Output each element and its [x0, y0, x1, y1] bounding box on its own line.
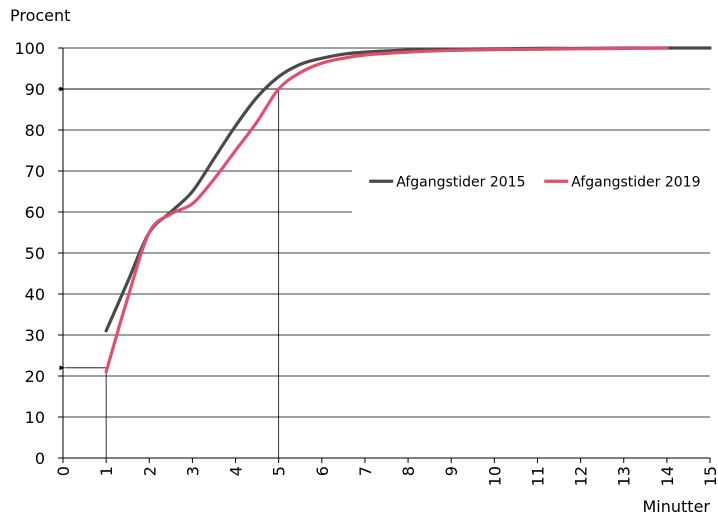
x-tick-label: 10	[485, 466, 504, 486]
x-tick-label: 4	[227, 466, 246, 476]
y-tick-label: 100	[14, 39, 45, 58]
x-tick-label: 1	[97, 466, 116, 476]
y-tick-label: 10	[25, 408, 45, 427]
legend-label-1: Afgangstider 2015	[396, 174, 525, 190]
x-tick-label: 13	[615, 466, 634, 486]
y-tick-label: 20	[25, 367, 45, 386]
x-tick-label: 3	[183, 466, 202, 476]
x-tick-label: 5	[270, 466, 289, 476]
series-line-2	[104, 46, 669, 374]
y-tick-label: 90	[25, 80, 45, 99]
legend: Afgangstider 2015 Afgangstider 2019	[369, 174, 700, 190]
x-tick-label: 15	[701, 466, 718, 486]
reference-lines	[59, 86, 280, 458]
x-tick-label: 14	[658, 466, 677, 486]
y-tick-label: 70	[25, 162, 45, 181]
x-axis-title: Minutter	[642, 497, 711, 516]
x-tick-label: 2	[140, 466, 159, 476]
gridlines	[63, 47, 710, 418]
y-tick-label: 30	[25, 326, 45, 345]
x-tick-label: 7	[356, 466, 375, 476]
y-tick-label: 60	[25, 203, 45, 222]
legend-label-2: Afgangstider 2019	[571, 174, 700, 190]
x-tick-label: 11	[528, 466, 547, 486]
x-tick-label: 6	[313, 466, 332, 476]
x-tick-label: 0	[54, 466, 73, 476]
series-lines	[104, 46, 712, 374]
x-tick-label: 9	[442, 466, 461, 476]
y-tick-label: 0	[35, 449, 45, 468]
y-tick-label: 40	[25, 285, 45, 304]
x-tick-label: 8	[399, 466, 418, 476]
x-tick-label: 12	[572, 466, 591, 486]
y-tick-label: 80	[25, 121, 45, 140]
y-axis-title: Procent	[10, 6, 71, 25]
y-tick-label: 50	[25, 244, 45, 263]
